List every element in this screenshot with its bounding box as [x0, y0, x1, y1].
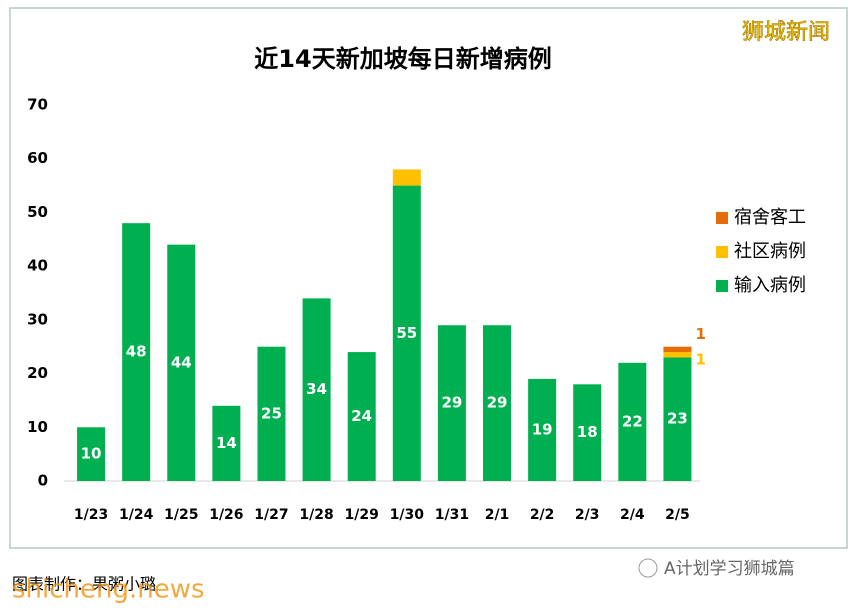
- x-tick-label: 1/28: [299, 507, 333, 523]
- data-label: 1: [695, 351, 705, 369]
- legend-swatch: [716, 280, 728, 292]
- x-tick-label: 1/25: [164, 507, 198, 523]
- bar-segment: [302, 298, 331, 481]
- bar-segment: [528, 378, 557, 481]
- y-tick-label: 40: [27, 257, 48, 275]
- bar-segment: [392, 185, 421, 482]
- x-tick-label: 1/26: [209, 507, 243, 523]
- site-watermark: shicheng.news: [12, 575, 205, 605]
- data-label: 23: [667, 410, 688, 428]
- account-icon: [638, 558, 658, 578]
- y-tick-label: 50: [27, 203, 48, 221]
- watermark: 狮城新闻: [742, 20, 830, 45]
- x-tick-label: 2/1: [485, 507, 510, 523]
- bar-segment: [257, 346, 286, 481]
- x-tick-label: 2/3: [575, 507, 600, 523]
- bar-segment: [573, 384, 602, 481]
- bar-segment: [618, 362, 647, 481]
- bar-segment: [167, 244, 196, 481]
- x-tick-label: 2/5: [665, 507, 690, 523]
- data-label: 44: [171, 353, 192, 371]
- x-tick-label: 1/24: [119, 507, 154, 523]
- bar-segment: [663, 346, 692, 353]
- credit: 图表制作：果粥小璐: [12, 575, 156, 594]
- x-tick-label: 2/2: [530, 507, 555, 523]
- y-tick-label: 20: [27, 364, 48, 382]
- x-tick-label: 1/23: [74, 507, 108, 523]
- bar-segment: [663, 352, 692, 358]
- legend-swatch: [716, 212, 728, 224]
- bar-segment: [437, 325, 466, 481]
- y-tick-label: 0: [38, 472, 48, 490]
- bar-segment: [122, 223, 151, 481]
- legend-label: 宿舍客工: [734, 207, 806, 228]
- bar-segment: [77, 427, 106, 481]
- x-tick-label: 1/29: [345, 507, 379, 523]
- data-label: 14: [216, 434, 237, 452]
- data-label: 34: [306, 380, 327, 398]
- y-tick-label: 70: [27, 96, 48, 114]
- y-tick-label: 60: [27, 149, 48, 167]
- x-tick-label: 1/31: [435, 507, 469, 523]
- legend-swatch: [716, 246, 728, 258]
- data-label: 29: [487, 394, 508, 412]
- data-label: 29: [441, 394, 462, 412]
- x-tick-label: 1/30: [390, 507, 425, 523]
- data-label: 18: [577, 423, 598, 441]
- data-label: 24: [351, 407, 372, 425]
- x-tick-label: 2/4: [620, 507, 645, 523]
- account: A计划学习狮城篇: [664, 559, 795, 579]
- legend-label: 输入病例: [734, 275, 806, 296]
- bar-segment: [212, 405, 241, 481]
- bar-segment: [483, 325, 512, 481]
- data-label: 25: [261, 404, 282, 422]
- data-label: 1: [695, 325, 705, 343]
- y-tick-label: 10: [27, 418, 48, 436]
- data-label: 19: [532, 420, 553, 438]
- data-label: 22: [622, 412, 643, 430]
- data-label: 55: [396, 324, 417, 342]
- legend-label: 社区病例: [734, 241, 806, 262]
- data-label: 48: [126, 343, 147, 361]
- bar-segment: [347, 352, 376, 481]
- x-tick-label: 1/27: [254, 507, 288, 523]
- data-label: 10: [81, 445, 102, 463]
- bar-segment: [392, 169, 421, 186]
- bar-segment: [663, 357, 692, 481]
- y-tick-label: 30: [27, 310, 48, 328]
- chart-title: 近14天新加坡每日新增病例: [254, 45, 551, 73]
